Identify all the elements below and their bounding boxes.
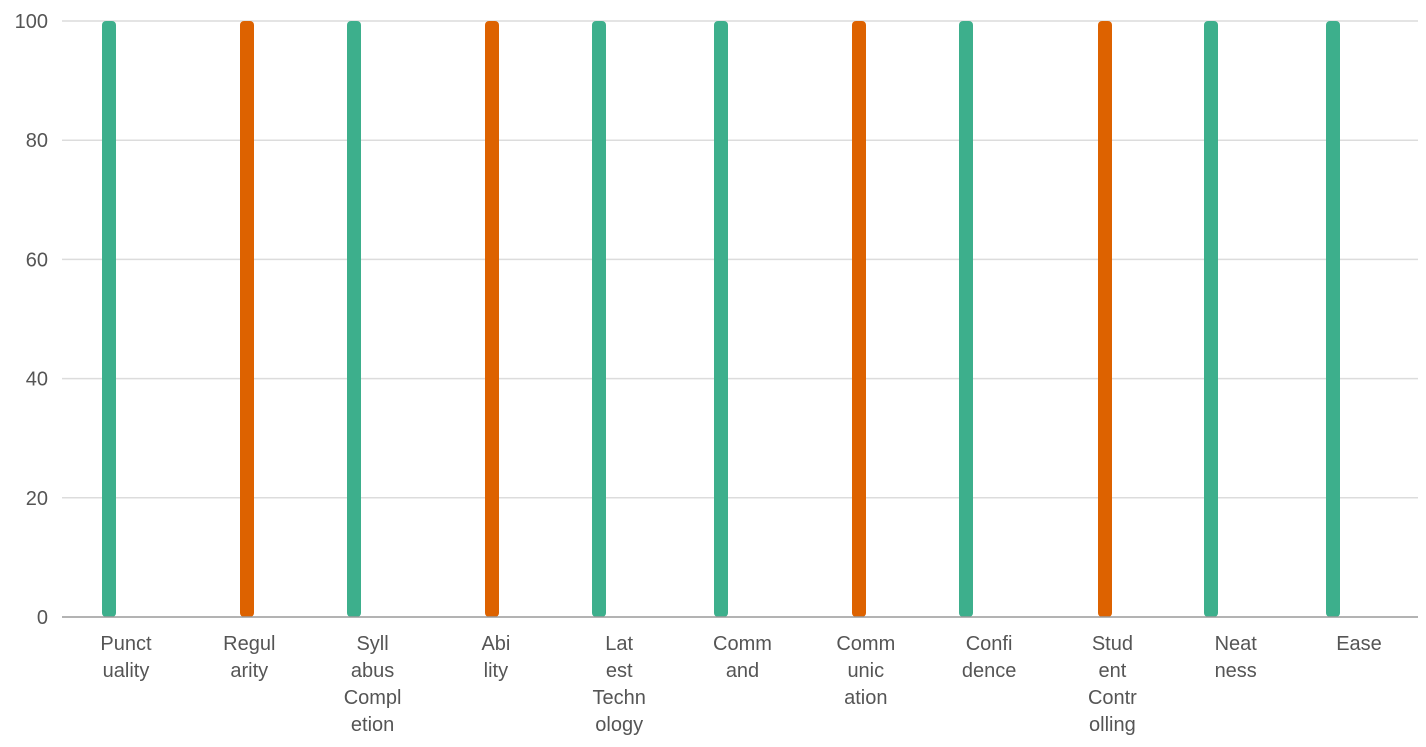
x-tick-label: Comm [713,633,772,655]
x-tick-label: Ease [1336,633,1382,655]
y-tick-label: 40 [26,369,48,391]
x-tick-label: ation [844,687,887,709]
x-tick-label: and [726,660,759,682]
y-tick-label: 80 [26,130,48,152]
x-tick-label: Contr [1088,687,1137,709]
bar-regularity [240,21,254,617]
x-tick-label: Regul [223,633,275,655]
x-tick-label: ology [595,714,643,736]
bar-latest-technology [592,21,606,617]
x-tick-label: Stud [1092,633,1133,655]
x-tick-label: olling [1089,714,1136,736]
x-tick-label: etion [351,714,394,736]
bar-student-controlling [1098,21,1112,617]
x-tick-label: Techn [593,687,646,709]
y-tick-label: 0 [37,607,48,629]
x-tick-label: Lat [605,633,633,655]
y-axis-ticks: 0 20 40 60 80 100 [15,11,48,629]
x-tick-label: Confi [966,633,1013,655]
bars [102,21,1340,617]
x-tick-label: Compl [344,687,402,709]
x-tick-label: Comm [836,633,895,655]
x-tick-label: Syll [356,633,388,655]
bar-punctuality [102,21,116,617]
y-tick-label: 100 [15,11,48,33]
x-tick-label: Abi [481,633,510,655]
x-tick-label: uality [103,660,150,682]
x-tick-label: unic [847,660,884,682]
bar-neatness [1204,21,1218,617]
y-tick-label: 20 [26,488,48,510]
bar-syllabus-completion [347,21,361,617]
x-tick-label: lity [484,660,508,682]
x-tick-label: Punct [100,633,152,655]
gridlines [62,20,1418,499]
x-tick-label: Neat [1215,633,1258,655]
bar-ease [1326,21,1340,617]
bar-confidence [959,21,973,617]
bar-ability [485,21,499,617]
x-tick-label: arity [230,660,268,682]
x-tick-label: est [606,660,633,682]
bar-command [714,21,728,617]
x-axis-labels: Punct uality Regul arity Syll abus Compl etion A… [100,633,1381,736]
y-tick-label: 60 [26,249,48,271]
x-tick-label: ent [1098,660,1126,682]
x-tick-label: ness [1215,660,1257,682]
bar-communication [852,21,866,617]
x-tick-label: abus [351,660,394,682]
x-tick-label: dence [962,660,1017,682]
